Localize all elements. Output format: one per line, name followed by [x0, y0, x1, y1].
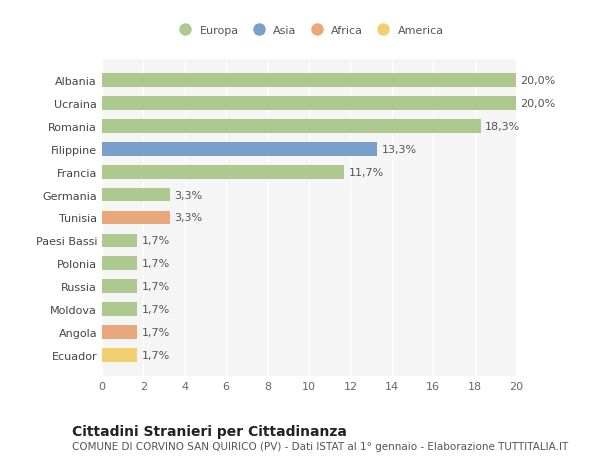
Text: 1,7%: 1,7%	[142, 259, 170, 269]
Bar	[102, 348, 137, 362]
Text: 1,7%: 1,7%	[142, 281, 170, 291]
Bar	[102, 211, 170, 225]
Bar	[102, 97, 516, 111]
Bar	[102, 325, 137, 339]
Text: 18,3%: 18,3%	[485, 122, 520, 132]
Text: 1,7%: 1,7%	[142, 327, 170, 337]
Text: 1,7%: 1,7%	[142, 350, 170, 360]
Text: 20,0%: 20,0%	[520, 76, 556, 86]
Bar	[102, 188, 170, 202]
Text: 13,3%: 13,3%	[382, 145, 416, 155]
Legend: Europa, Asia, Africa, America: Europa, Asia, Africa, America	[172, 24, 446, 39]
Text: 3,3%: 3,3%	[175, 213, 203, 223]
Bar	[102, 302, 137, 316]
Bar	[102, 143, 377, 157]
Text: COMUNE DI CORVINO SAN QUIRICO (PV) - Dati ISTAT al 1° gennaio - Elaborazione TUT: COMUNE DI CORVINO SAN QUIRICO (PV) - Dat…	[72, 441, 568, 451]
Text: 1,7%: 1,7%	[142, 236, 170, 246]
Text: 11,7%: 11,7%	[349, 168, 383, 177]
Text: 3,3%: 3,3%	[175, 190, 203, 200]
Bar	[102, 74, 516, 88]
Bar	[102, 280, 137, 293]
Bar	[102, 257, 137, 271]
Text: 20,0%: 20,0%	[520, 99, 556, 109]
Bar	[102, 120, 481, 134]
Bar	[102, 165, 344, 179]
Text: 1,7%: 1,7%	[142, 304, 170, 314]
Bar	[102, 234, 137, 248]
Text: Cittadini Stranieri per Cittadinanza: Cittadini Stranieri per Cittadinanza	[72, 425, 347, 438]
